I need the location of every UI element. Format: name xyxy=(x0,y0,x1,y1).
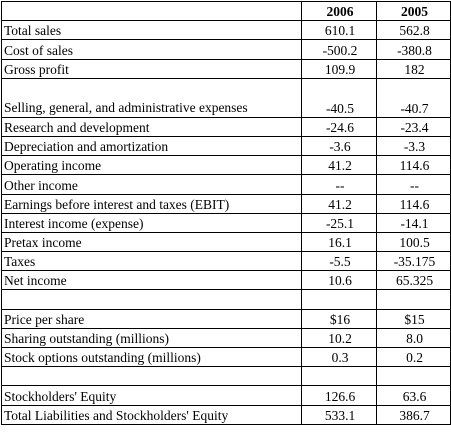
value-2006: -- xyxy=(301,174,377,195)
value-2005: 100.5 xyxy=(376,231,451,253)
value-2006 xyxy=(301,289,377,310)
value-2005: -14.1 xyxy=(376,212,451,233)
value-2005: 0.2 xyxy=(376,346,451,368)
table-row: Gross profit 109.9 182 xyxy=(1,58,451,79)
value-2006: 10.6 xyxy=(301,270,377,291)
value-2005: -40.7 xyxy=(376,77,451,118)
value-2005: -- xyxy=(376,174,451,195)
header-row: 2006 2005 xyxy=(1,0,451,22)
value-2005: 114.6 xyxy=(376,155,451,176)
table-row: Price per share $16 $15 xyxy=(1,308,451,329)
value-2006: -40.5 xyxy=(301,77,377,118)
table-row: Total sales 610.1 562.8 xyxy=(1,20,451,41)
value-2006: -5.5 xyxy=(301,251,377,272)
table-row: Depreciation and amortization -3.6 -3.3 xyxy=(1,135,451,157)
value-2005: 63.6 xyxy=(376,385,451,406)
row-label: Stock options outstanding (millions) xyxy=(1,346,302,368)
value-2006: 16.1 xyxy=(301,231,377,253)
value-2005: 65.325 xyxy=(376,270,451,291)
table-row: Selling, general, and administrative exp… xyxy=(1,77,451,118)
value-2006: $16 xyxy=(301,308,377,329)
row-label xyxy=(1,289,302,310)
value-2005: -23.4 xyxy=(376,116,451,137)
blank-row xyxy=(1,289,451,310)
table-row: Pretax income 16.1 100.5 xyxy=(1,231,451,253)
value-2006: -3.6 xyxy=(301,135,377,157)
value-2005: -380.8 xyxy=(376,39,451,60)
value-2005: 8.0 xyxy=(376,327,451,349)
row-label: Depreciation and amortization xyxy=(1,135,302,157)
row-label: Gross profit xyxy=(1,58,302,79)
row-label: Research and development xyxy=(1,116,302,137)
value-2005: 386.7 xyxy=(376,404,451,425)
row-label: Total sales xyxy=(1,20,302,41)
table-row: Taxes -5.5 -35.175 xyxy=(1,251,451,272)
table-row: Earnings before interest and taxes (EBIT… xyxy=(1,193,451,214)
table-row: Sharing outstanding (millions) 10.2 8.0 xyxy=(1,327,451,349)
row-label: Net income xyxy=(1,270,302,291)
value-2005: -3.3 xyxy=(376,135,451,157)
value-2006: 533.1 xyxy=(301,404,377,425)
row-label: Selling, general, and administrative exp… xyxy=(1,77,302,118)
value-2006: 10.2 xyxy=(301,327,377,349)
table-row: Stock options outstanding (millions) 0.3… xyxy=(1,346,451,368)
value-2005 xyxy=(376,366,451,387)
table-row: Interest income (expense) -25.1 -14.1 xyxy=(1,212,451,233)
table-row: Research and development -24.6 -23.4 xyxy=(1,116,451,137)
value-2005: -35.175 xyxy=(376,251,451,272)
table-row: Net income 10.6 65.325 xyxy=(1,270,451,291)
value-2006: 0.3 xyxy=(301,346,377,368)
header-label-cell xyxy=(1,0,302,22)
row-label: Pretax income xyxy=(1,231,302,253)
row-label: Stockholders' Equity xyxy=(1,385,302,406)
value-2005: 562.8 xyxy=(376,20,451,41)
value-2006: 610.1 xyxy=(301,20,377,41)
header-2006: 2006 xyxy=(301,0,377,22)
table-row: Cost of sales -500.2 -380.8 xyxy=(1,39,451,60)
blank-row xyxy=(1,366,451,387)
row-label: Other income xyxy=(1,174,302,195)
value-2006: 126.6 xyxy=(301,385,377,406)
row-label: Cost of sales xyxy=(1,39,302,60)
value-2006: -24.6 xyxy=(301,116,377,137)
row-label xyxy=(1,366,302,387)
value-2006: 41.2 xyxy=(301,155,377,176)
value-2006: 109.9 xyxy=(301,58,377,79)
table-row: Other income -- -- xyxy=(1,174,451,195)
value-2006: -500.2 xyxy=(301,39,377,60)
row-label: Taxes xyxy=(1,251,302,272)
table-row: Stockholders' Equity 126.6 63.6 xyxy=(1,385,451,406)
value-2006: -25.1 xyxy=(301,212,377,233)
row-label: Interest income (expense) xyxy=(1,212,302,233)
table-row: Operating income 41.2 114.6 xyxy=(1,155,451,176)
value-2006: 41.2 xyxy=(301,193,377,214)
row-label: Operating income xyxy=(1,155,302,176)
row-label: Total Liabilities and Stockholders' Equi… xyxy=(1,404,302,425)
value-2005: 182 xyxy=(376,58,451,79)
value-2005: 114.6 xyxy=(376,193,451,214)
value-2006 xyxy=(301,366,377,387)
header-2005: 2005 xyxy=(376,0,451,22)
table-row: Total Liabilities and Stockholders' Equi… xyxy=(1,404,451,425)
row-label: Earnings before interest and taxes (EBIT… xyxy=(1,193,302,214)
row-label: Price per share xyxy=(1,308,302,329)
value-2005: $15 xyxy=(376,308,451,329)
row-label: Sharing outstanding (millions) xyxy=(1,327,302,349)
value-2005 xyxy=(376,289,451,310)
